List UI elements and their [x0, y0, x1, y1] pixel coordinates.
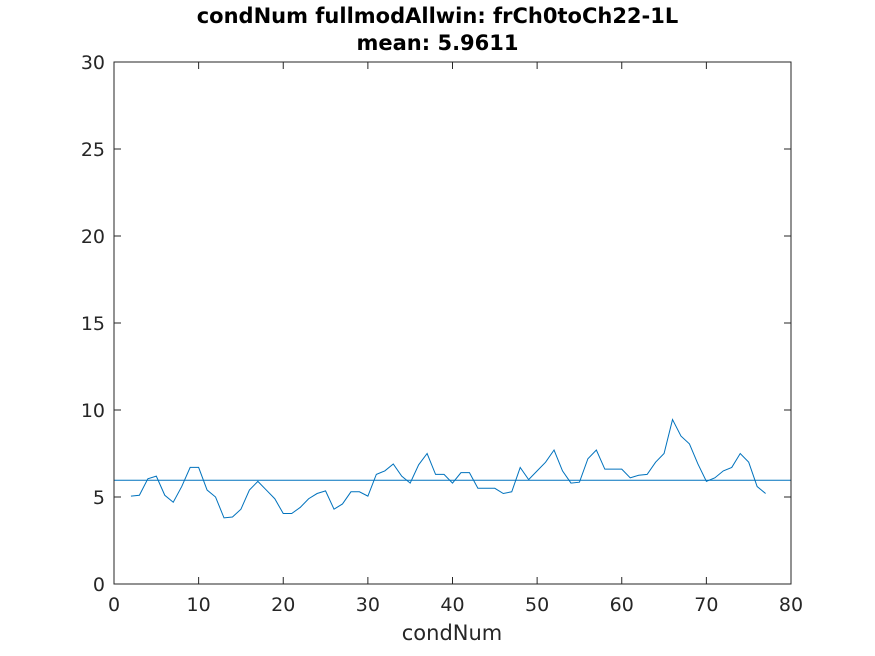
- y-tick-label: 0: [93, 574, 105, 596]
- chart-title: condNum fullmodAllwin: frCh0toCh22-1L: [196, 4, 679, 28]
- x-tick-label: 80: [779, 594, 803, 616]
- axes-layer: 0 10 20 30 40 50 60 70 80 0 5 10 15 20 25 30: [81, 52, 803, 616]
- x-tick-label: 0: [108, 594, 120, 616]
- x-tick-label: 20: [271, 594, 295, 616]
- x-tick-label: 70: [694, 594, 718, 616]
- chart-subtitle: mean: 5.9611: [356, 31, 519, 55]
- y-tick-label: 5: [93, 487, 105, 509]
- series-layer: [114, 61, 791, 519]
- y-tick-label: 10: [81, 400, 105, 422]
- y-tick-label: 25: [81, 139, 105, 161]
- y-tick-label: 30: [81, 52, 105, 74]
- series-line-0: [130, 418, 766, 519]
- x-tick-label: 60: [610, 594, 634, 616]
- x-tick-label: 40: [440, 594, 464, 616]
- x-tick-label: 50: [525, 594, 549, 616]
- x-axis-label: condNum: [402, 621, 503, 645]
- x-tick-label: 10: [187, 594, 211, 616]
- x-tick-label: 30: [356, 594, 380, 616]
- y-tick-label: 20: [81, 226, 105, 248]
- plot-frame: [113, 61, 792, 585]
- y-tick-label: 15: [81, 313, 105, 335]
